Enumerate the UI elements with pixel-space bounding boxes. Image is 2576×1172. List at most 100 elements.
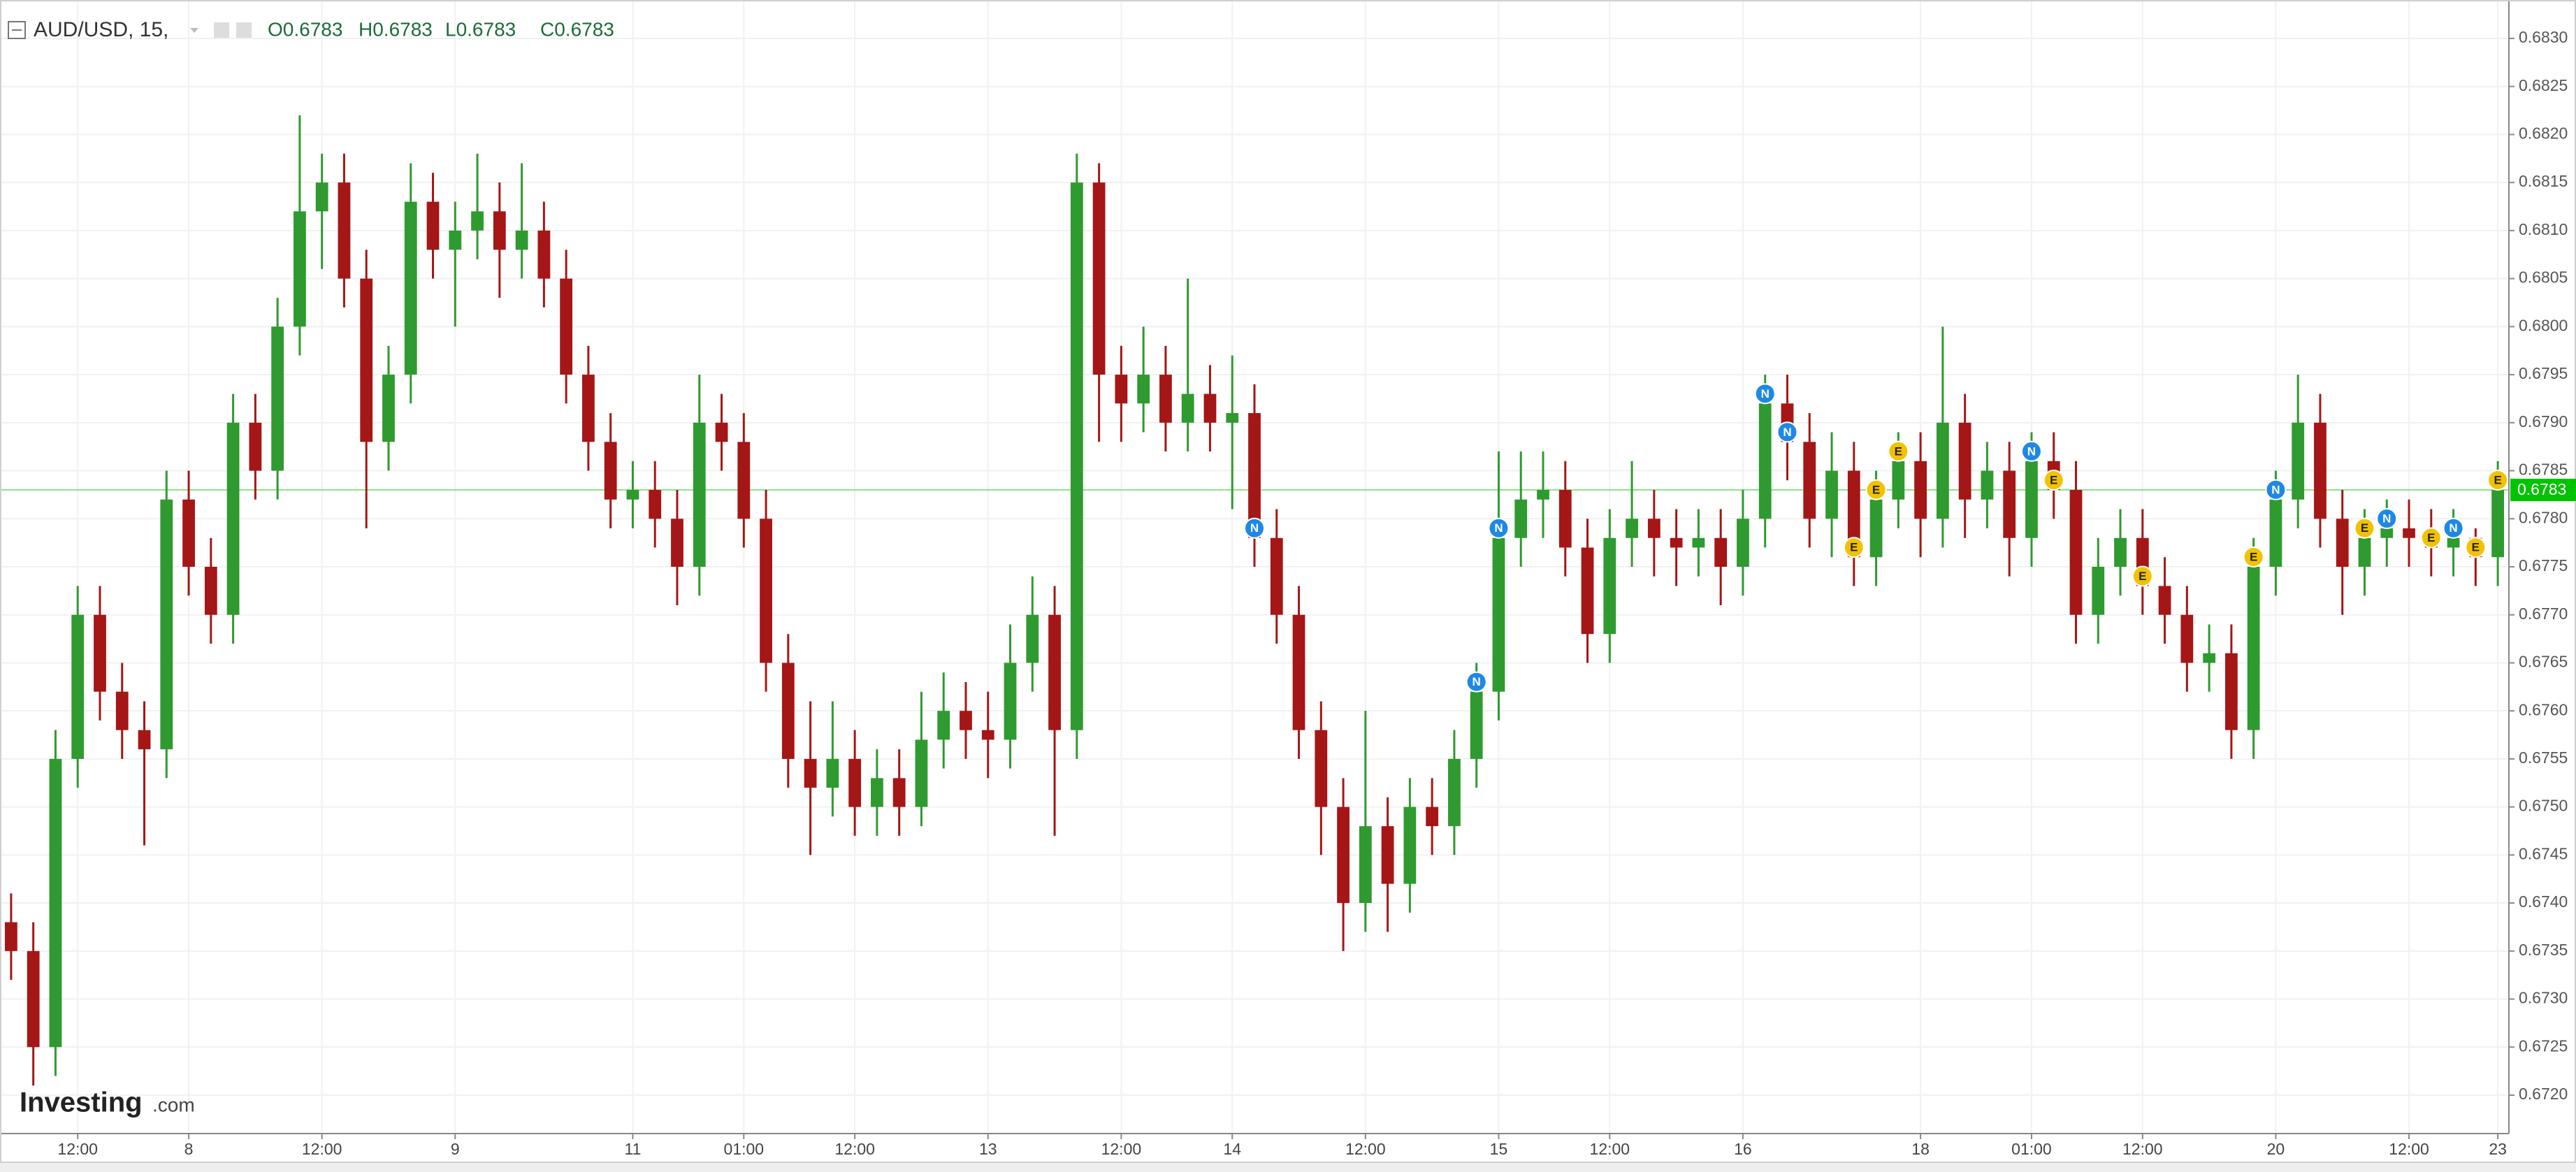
candle-body — [182, 499, 195, 567]
candle-body — [1026, 614, 1039, 663]
x-tick-label: 16 — [1734, 1140, 1752, 1158]
event-badge — [1843, 537, 1865, 558]
dropdown-arrow[interactable] — [190, 28, 198, 33]
candle-body — [1115, 375, 1128, 404]
x-tick-label: 12:00 — [57, 1140, 98, 1158]
symbol: AUD/USD, 15, — [34, 18, 168, 41]
event-badge — [1244, 517, 1265, 539]
candle-body — [493, 211, 506, 250]
candle-body — [138, 730, 151, 750]
x-tick-label: 12:00 — [1101, 1140, 1142, 1158]
candle-body — [2203, 653, 2216, 663]
y-tick-label: 0.6820 — [2519, 124, 2568, 143]
candle-body — [1981, 470, 1994, 500]
event-marker[interactable]: E — [1843, 537, 1865, 558]
event-marker[interactable]: E — [1865, 479, 1887, 500]
y-tick-label: 0.6810 — [2519, 220, 2568, 238]
candle-body — [360, 278, 373, 442]
candle-body — [249, 422, 262, 471]
x-tick-label: 12:00 — [1345, 1140, 1386, 1158]
event-label: N — [2271, 483, 2280, 496]
candle-body — [1869, 499, 1883, 558]
y-tick-label: 0.6755 — [2519, 748, 2568, 767]
event-marker[interactable]: N — [1466, 671, 1487, 693]
candle-body — [2158, 586, 2171, 615]
candle-body — [1936, 422, 1949, 519]
event-marker[interactable]: N — [1488, 517, 1510, 539]
visibility-icon[interactable] — [236, 22, 252, 38]
candle-body — [892, 778, 906, 807]
candle-body — [2269, 499, 2282, 567]
candle-body — [1670, 537, 1683, 548]
candle-body — [2491, 490, 2505, 558]
x-tick-label: 23 — [2489, 1140, 2507, 1158]
event-marker[interactable]: E — [2354, 517, 2375, 539]
event-label: N — [1494, 521, 1503, 535]
x-tick-label: 11 — [624, 1140, 641, 1158]
candle-body — [1381, 826, 1394, 884]
x-tick-label: 14 — [1223, 1140, 1241, 1158]
candle-body — [915, 739, 928, 807]
x-tick-label: 20 — [2267, 1140, 2285, 1158]
candle-body — [315, 182, 328, 212]
y-tick-label: 0.6770 — [2519, 605, 2568, 623]
event-badge — [1777, 421, 1798, 443]
event-label: E — [1895, 444, 1902, 458]
candle-body — [1737, 519, 1749, 567]
candle-body — [2180, 614, 2194, 663]
x-tick-label: 8 — [184, 1140, 194, 1158]
y-tick-label: 0.6790 — [2519, 412, 2568, 431]
candle-body — [2114, 537, 2127, 567]
settings-icon[interactable] — [214, 22, 229, 38]
x-tick-label: 12:00 — [302, 1140, 342, 1158]
candle-body — [382, 375, 395, 442]
event-marker[interactable]: E — [2132, 565, 2153, 587]
event-badge — [1888, 440, 1909, 462]
collapse-icon[interactable] — [8, 21, 26, 39]
event-marker[interactable]: E — [1888, 440, 1909, 462]
event-marker[interactable]: N — [2376, 508, 2398, 530]
event-badge — [2487, 470, 2509, 491]
candle-body — [2358, 537, 2371, 567]
event-badge — [1466, 671, 1487, 693]
candle-body — [293, 211, 306, 327]
event-badge — [2443, 517, 2464, 539]
candle-body — [160, 499, 173, 750]
event-label: E — [2427, 531, 2435, 544]
y-tick-label: 0.6730 — [2519, 989, 2568, 1007]
event-label: N — [1761, 387, 1770, 400]
event-marker[interactable]: E — [2465, 537, 2487, 558]
candle-body — [1092, 182, 1106, 375]
event-marker[interactable]: E — [2420, 527, 2442, 549]
event-marker[interactable]: N — [2443, 517, 2464, 539]
event-marker[interactable]: E — [2243, 547, 2264, 567]
candle-body — [1492, 537, 1505, 692]
candle-body — [2380, 528, 2394, 538]
candle-body — [1558, 490, 1572, 548]
candle-body — [2025, 461, 2038, 538]
event-marker[interactable]: N — [1754, 383, 1776, 405]
event-marker[interactable]: N — [1244, 517, 1265, 539]
event-label: N — [2027, 444, 2036, 458]
candle-body — [1892, 461, 1905, 500]
x-tick-label: 15 — [1490, 1140, 1508, 1158]
candle-body — [2247, 567, 2260, 730]
y-tick-label: 0.6745 — [2519, 844, 2568, 862]
y-tick-label: 0.6815 — [2519, 172, 2568, 190]
x-tick-label: 01:00 — [2011, 1140, 2052, 1158]
candle-body — [781, 663, 795, 759]
event-marker[interactable]: E — [2487, 470, 2509, 491]
event-label: N — [1250, 521, 1259, 535]
event-marker[interactable]: N — [2020, 440, 2042, 462]
event-badge — [2132, 565, 2153, 587]
candle-body — [1714, 537, 1728, 567]
candle-body — [804, 758, 817, 788]
x-tick-label: 18 — [1911, 1140, 1930, 1158]
event-marker[interactable]: N — [2265, 479, 2287, 500]
event-marker[interactable]: E — [2043, 470, 2064, 491]
candle-body — [1270, 537, 1283, 615]
event-marker[interactable]: N — [1777, 421, 1798, 443]
